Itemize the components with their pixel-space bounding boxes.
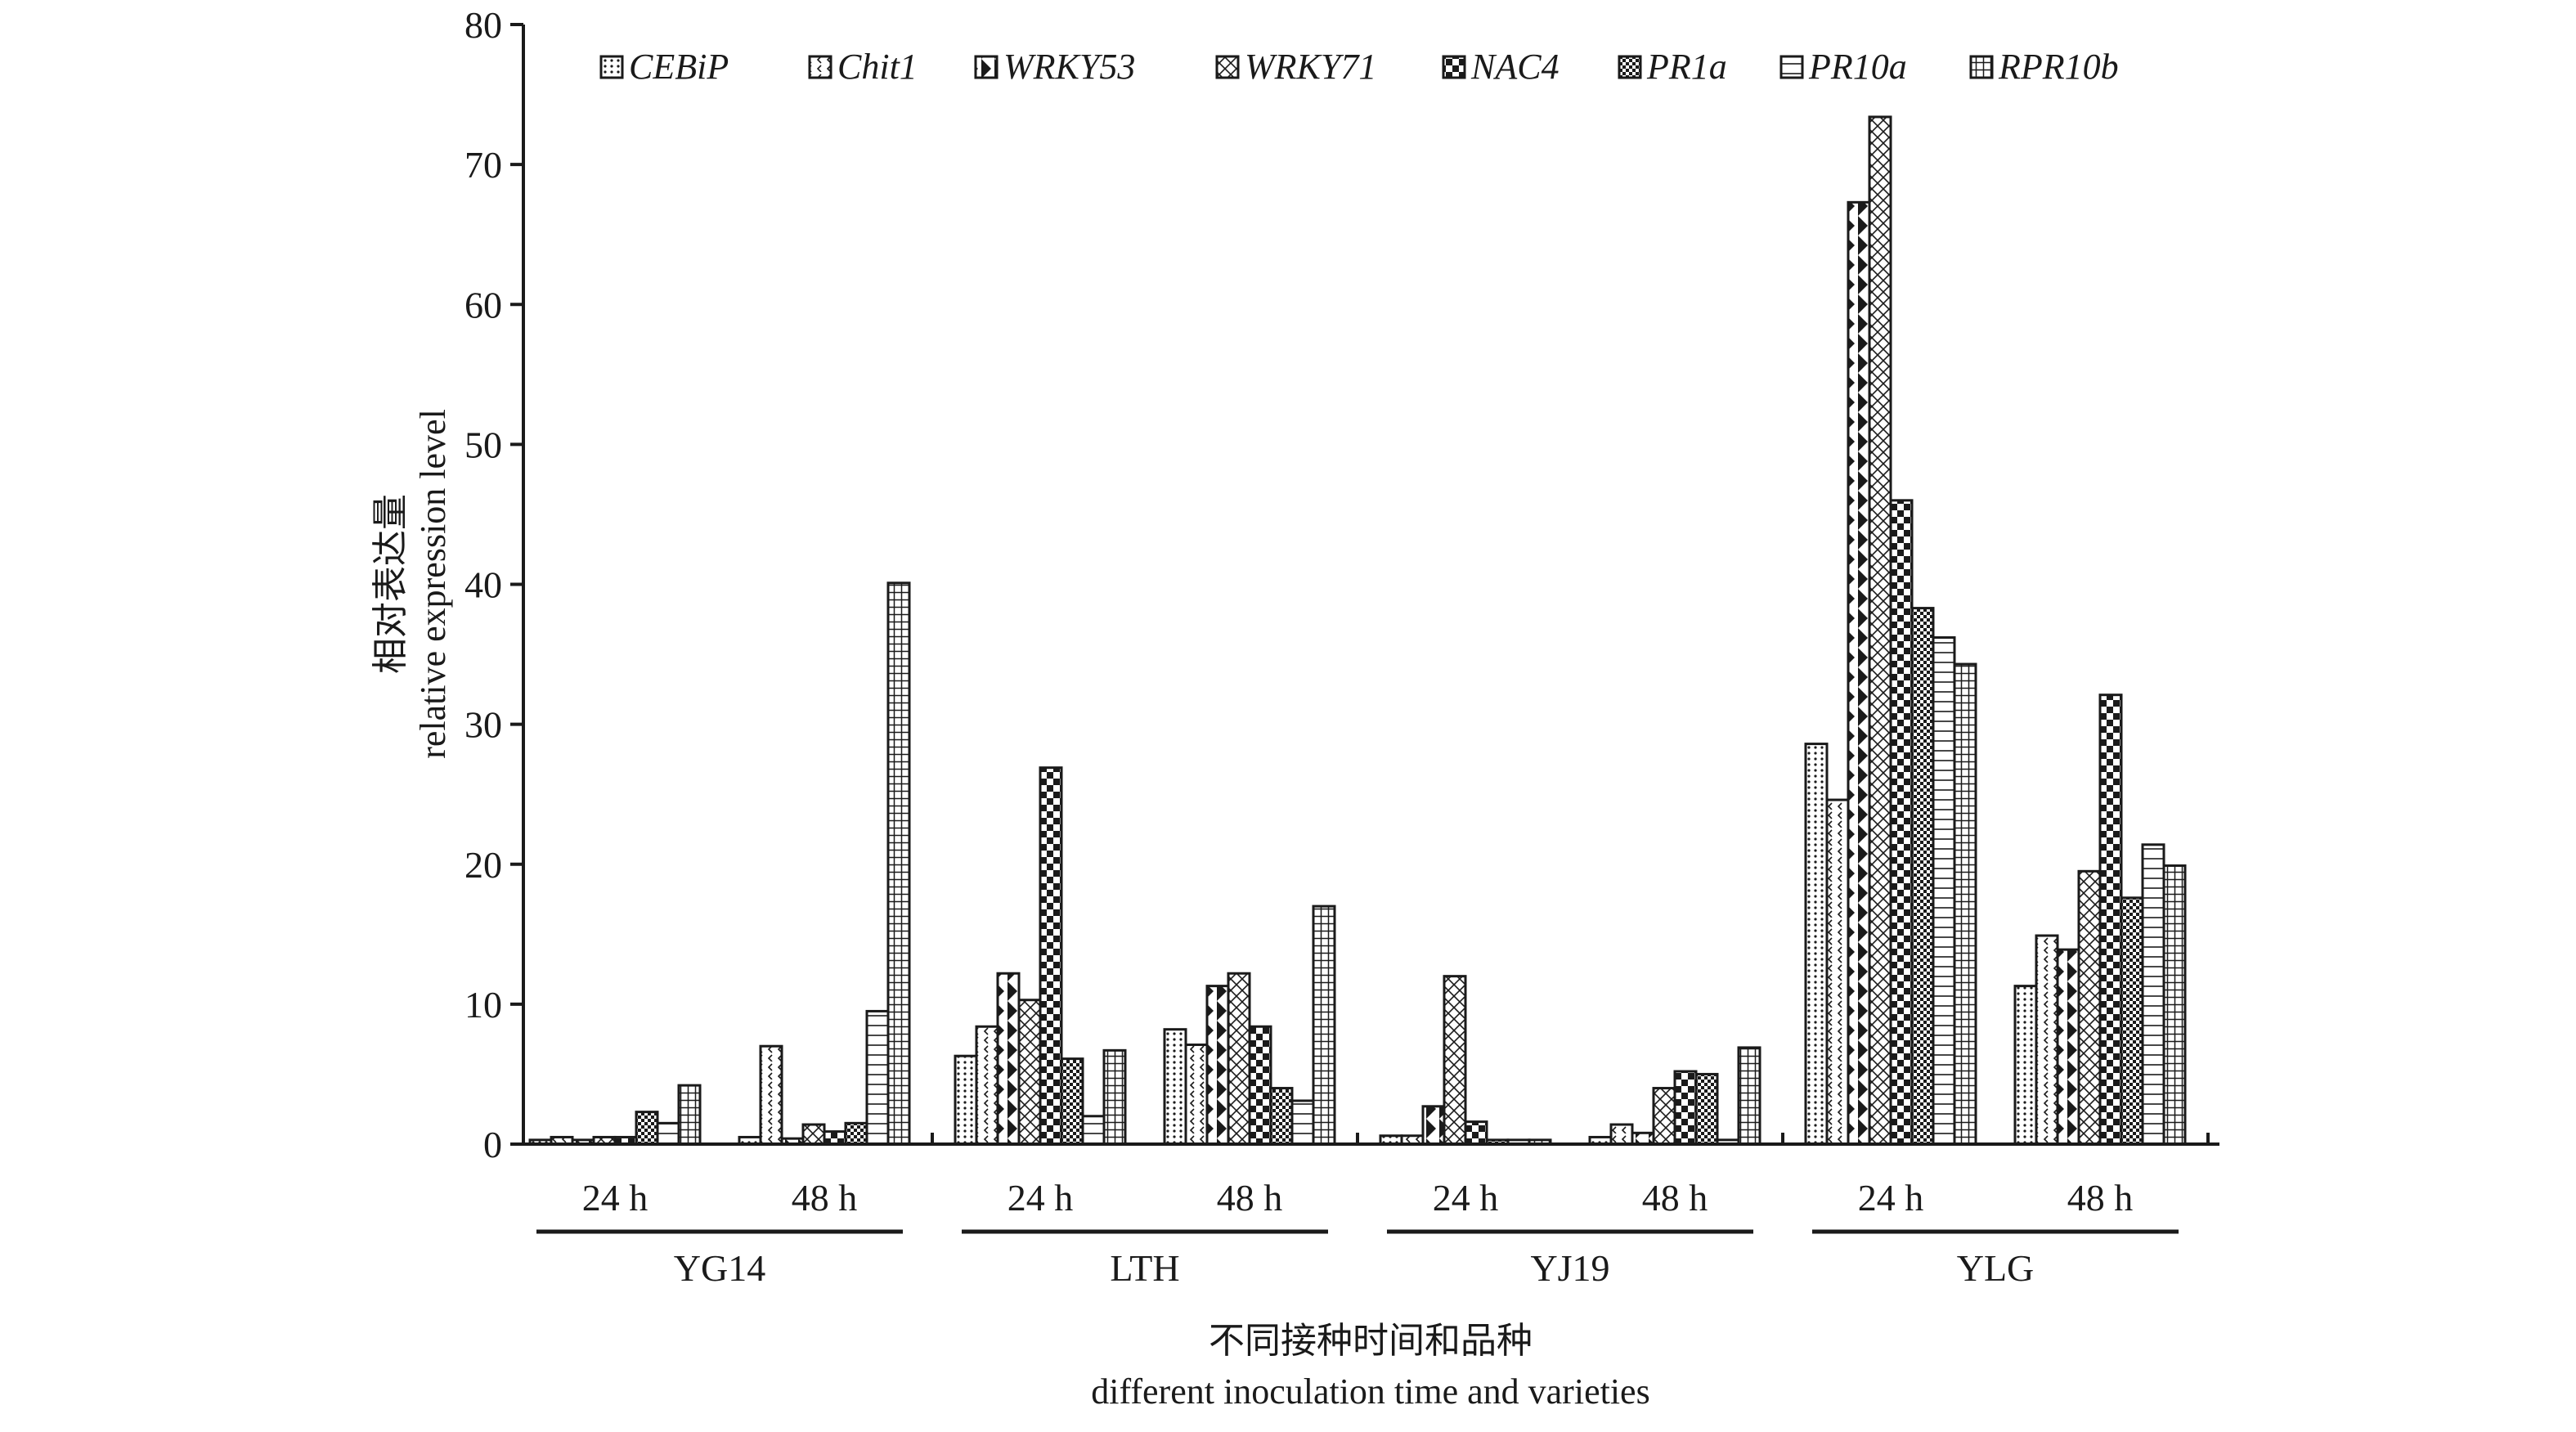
bars <box>528 115 2187 1146</box>
x-axis-title-en: different inoculation time and varieties <box>1091 1371 1649 1412</box>
bar-wrky53-yj19-48-h <box>1631 1131 1655 1146</box>
bar-wrky53-yj19-24-h <box>1421 1105 1446 1146</box>
bar-nac4-ylg-24-h <box>1889 499 1914 1146</box>
bar-pr10a-ylg-24-h <box>1932 636 1956 1146</box>
time-label-lth-24-h: 24 h <box>1008 1177 1074 1219</box>
y-tick-label-0: 0 <box>483 1124 502 1165</box>
bar-pr1a-ylg-48-h <box>2120 896 2144 1146</box>
bar-nac4-yj19-24-h <box>1464 1120 1488 1146</box>
bar-wrky71-ylg-48-h <box>2077 869 2102 1146</box>
time-label-yg14-24-h: 24 h <box>582 1177 648 1219</box>
bar-wrky53-lth-24-h <box>996 972 1021 1146</box>
time-label-ylg-48-h: 48 h <box>2067 1177 2134 1219</box>
group-label-yj19: YJ19 <box>1530 1247 1609 1289</box>
legend-label-rpr10b: RPR10b <box>1998 47 2119 87</box>
time-label-yj19-48-h: 48 h <box>1642 1177 1708 1219</box>
bar-nac4-ylg-48-h <box>2098 694 2123 1146</box>
bar-nac4-lth-48-h <box>1248 1025 1272 1146</box>
legend-label-wrky71: WRKY71 <box>1245 47 1376 87</box>
legend-swatch-cebip <box>599 55 624 79</box>
bar-wrky71-ylg-24-h <box>1868 115 1892 1146</box>
legend: CEBiP Chit1 WRKY53 WRKY71 NAC4 PR1a PR10a RPR10… <box>599 47 2119 87</box>
bar-pr10a-lth-48-h <box>1290 1099 1315 1146</box>
y-tick-label-70: 70 <box>464 144 502 186</box>
time-label-yj19-24-h: 24 h <box>1433 1177 1499 1219</box>
legend-label-cebip: CEBiP <box>629 47 729 87</box>
y-tick-label-30: 30 <box>464 704 502 746</box>
time-label-lth-48-h: 48 h <box>1217 1177 1283 1219</box>
x-group-ticks <box>931 1133 2210 1144</box>
time-label-ylg-24-h: 24 h <box>1858 1177 1924 1219</box>
y-tick-label-60: 60 <box>464 284 502 325</box>
bar-wrky53-ylg-48-h <box>2056 948 2080 1146</box>
bar-rpr10b-lth-48-h <box>1312 905 1336 1146</box>
bar-chit1-lth-48-h <box>1184 1044 1209 1146</box>
bar-pr1a-ylg-24-h <box>1910 607 1935 1146</box>
y-axis-title: 相对表达量 relative expression level <box>370 409 453 759</box>
bar-pr1a-lth-24-h <box>1060 1057 1084 1146</box>
legend-swatch-pr10a <box>1779 55 1804 79</box>
group-label-yg14: YG14 <box>674 1247 765 1289</box>
bar-pr1a-yj19-48-h <box>1694 1072 1719 1146</box>
group-label-lth: LTH <box>1110 1247 1179 1289</box>
y-tick-label-40: 40 <box>464 564 502 606</box>
legend-swatch-nac4 <box>1442 55 1466 79</box>
bar-chit1-ylg-48-h <box>2035 934 2059 1146</box>
bar-wrky71-lth-24-h <box>1017 999 1042 1146</box>
bar-cebip-ylg-24-h <box>1804 743 1829 1146</box>
bar-nac4-lth-24-h <box>1039 766 1063 1146</box>
bar-pr10a-yg14-24-h <box>656 1121 680 1146</box>
bar-cebip-lth-48-h <box>1163 1028 1187 1146</box>
bar-wrky53-lth-48-h <box>1205 985 1230 1146</box>
bar-wrky71-yj19-48-h <box>1652 1087 1676 1146</box>
bar-pr10a-ylg-48-h <box>2141 843 2165 1146</box>
bar-rpr10b-yg14-24-h <box>677 1084 702 1146</box>
y-tick-label-80: 80 <box>464 4 502 46</box>
legend-swatch-pr1a <box>1618 55 1642 79</box>
y-axis-title-en: relative expression level <box>413 409 453 759</box>
bar-nac4-yg14-48-h <box>823 1130 847 1146</box>
bar-rpr10b-lth-24-h <box>1102 1048 1127 1146</box>
bar-pr1a-yg14-48-h <box>844 1121 868 1146</box>
bar-rpr10b-yj19-48-h <box>1737 1046 1761 1146</box>
bar-wrky71-lth-48-h <box>1227 972 1251 1146</box>
time-label-yg14-48-h: 48 h <box>792 1177 858 1219</box>
bar-rpr10b-yg14-48-h <box>886 581 911 1146</box>
x-labels: 24 h 48 h YG14 24 h 48 h LTH 24 h 48 h YJ19 24 h 4… <box>536 1177 2179 1289</box>
legend-swatch-chit1 <box>808 55 832 79</box>
y-tick-label-10: 10 <box>464 984 502 1026</box>
bar-wrky53-ylg-24-h <box>1847 200 1871 1146</box>
y-tick-label-50: 50 <box>464 424 502 465</box>
bar-pr1a-lth-48-h <box>1269 1087 1294 1146</box>
bar-rpr10b-ylg-24-h <box>1953 662 1977 1146</box>
bar-chit1-yj19-48-h <box>1609 1123 1634 1146</box>
bar-wrky71-yg14-48-h <box>801 1123 826 1146</box>
legend-label-pr10a: PR10a <box>1808 47 1907 87</box>
bar-pr1a-yg14-24-h <box>635 1111 659 1146</box>
legend-label-wrky53: WRKY53 <box>1003 47 1135 87</box>
bar-pr10a-yg14-48-h <box>865 1009 890 1146</box>
legend-label-nac4: NAC4 <box>1470 47 1560 87</box>
y-axis-title-cn: 相对表达量 <box>370 494 411 674</box>
bar-nac4-yj19-48-h <box>1673 1070 1698 1146</box>
legend-swatch-wrky53 <box>974 55 999 79</box>
bar-pr10a-lth-24-h <box>1081 1115 1106 1146</box>
bar-chit1-yg14-48-h <box>759 1044 783 1146</box>
group-label-ylg: YLG <box>1957 1247 2035 1289</box>
x-axis-title-cn: 不同接种时间和品种 <box>1209 1321 1533 1361</box>
legend-label-pr1a: PR1a <box>1646 47 1727 87</box>
bar-rpr10b-ylg-48-h <box>2162 864 2187 1146</box>
bar-cebip-lth-24-h <box>954 1054 978 1146</box>
y-tick-label-20: 20 <box>464 844 502 886</box>
legend-swatch-rpr10b <box>1969 55 1994 79</box>
y-ticks: 0 10 20 30 40 50 60 70 80 <box>464 4 523 1165</box>
bar-wrky71-yj19-24-h <box>1443 975 1467 1146</box>
legend-swatch-wrky71 <box>1215 55 1240 79</box>
bar-chit1-ylg-24-h <box>1825 798 1850 1146</box>
legend-label-chit1: Chit1 <box>837 47 918 87</box>
bar-chit1-lth-24-h <box>975 1025 999 1146</box>
bar-cebip-ylg-48-h <box>2013 985 2038 1146</box>
